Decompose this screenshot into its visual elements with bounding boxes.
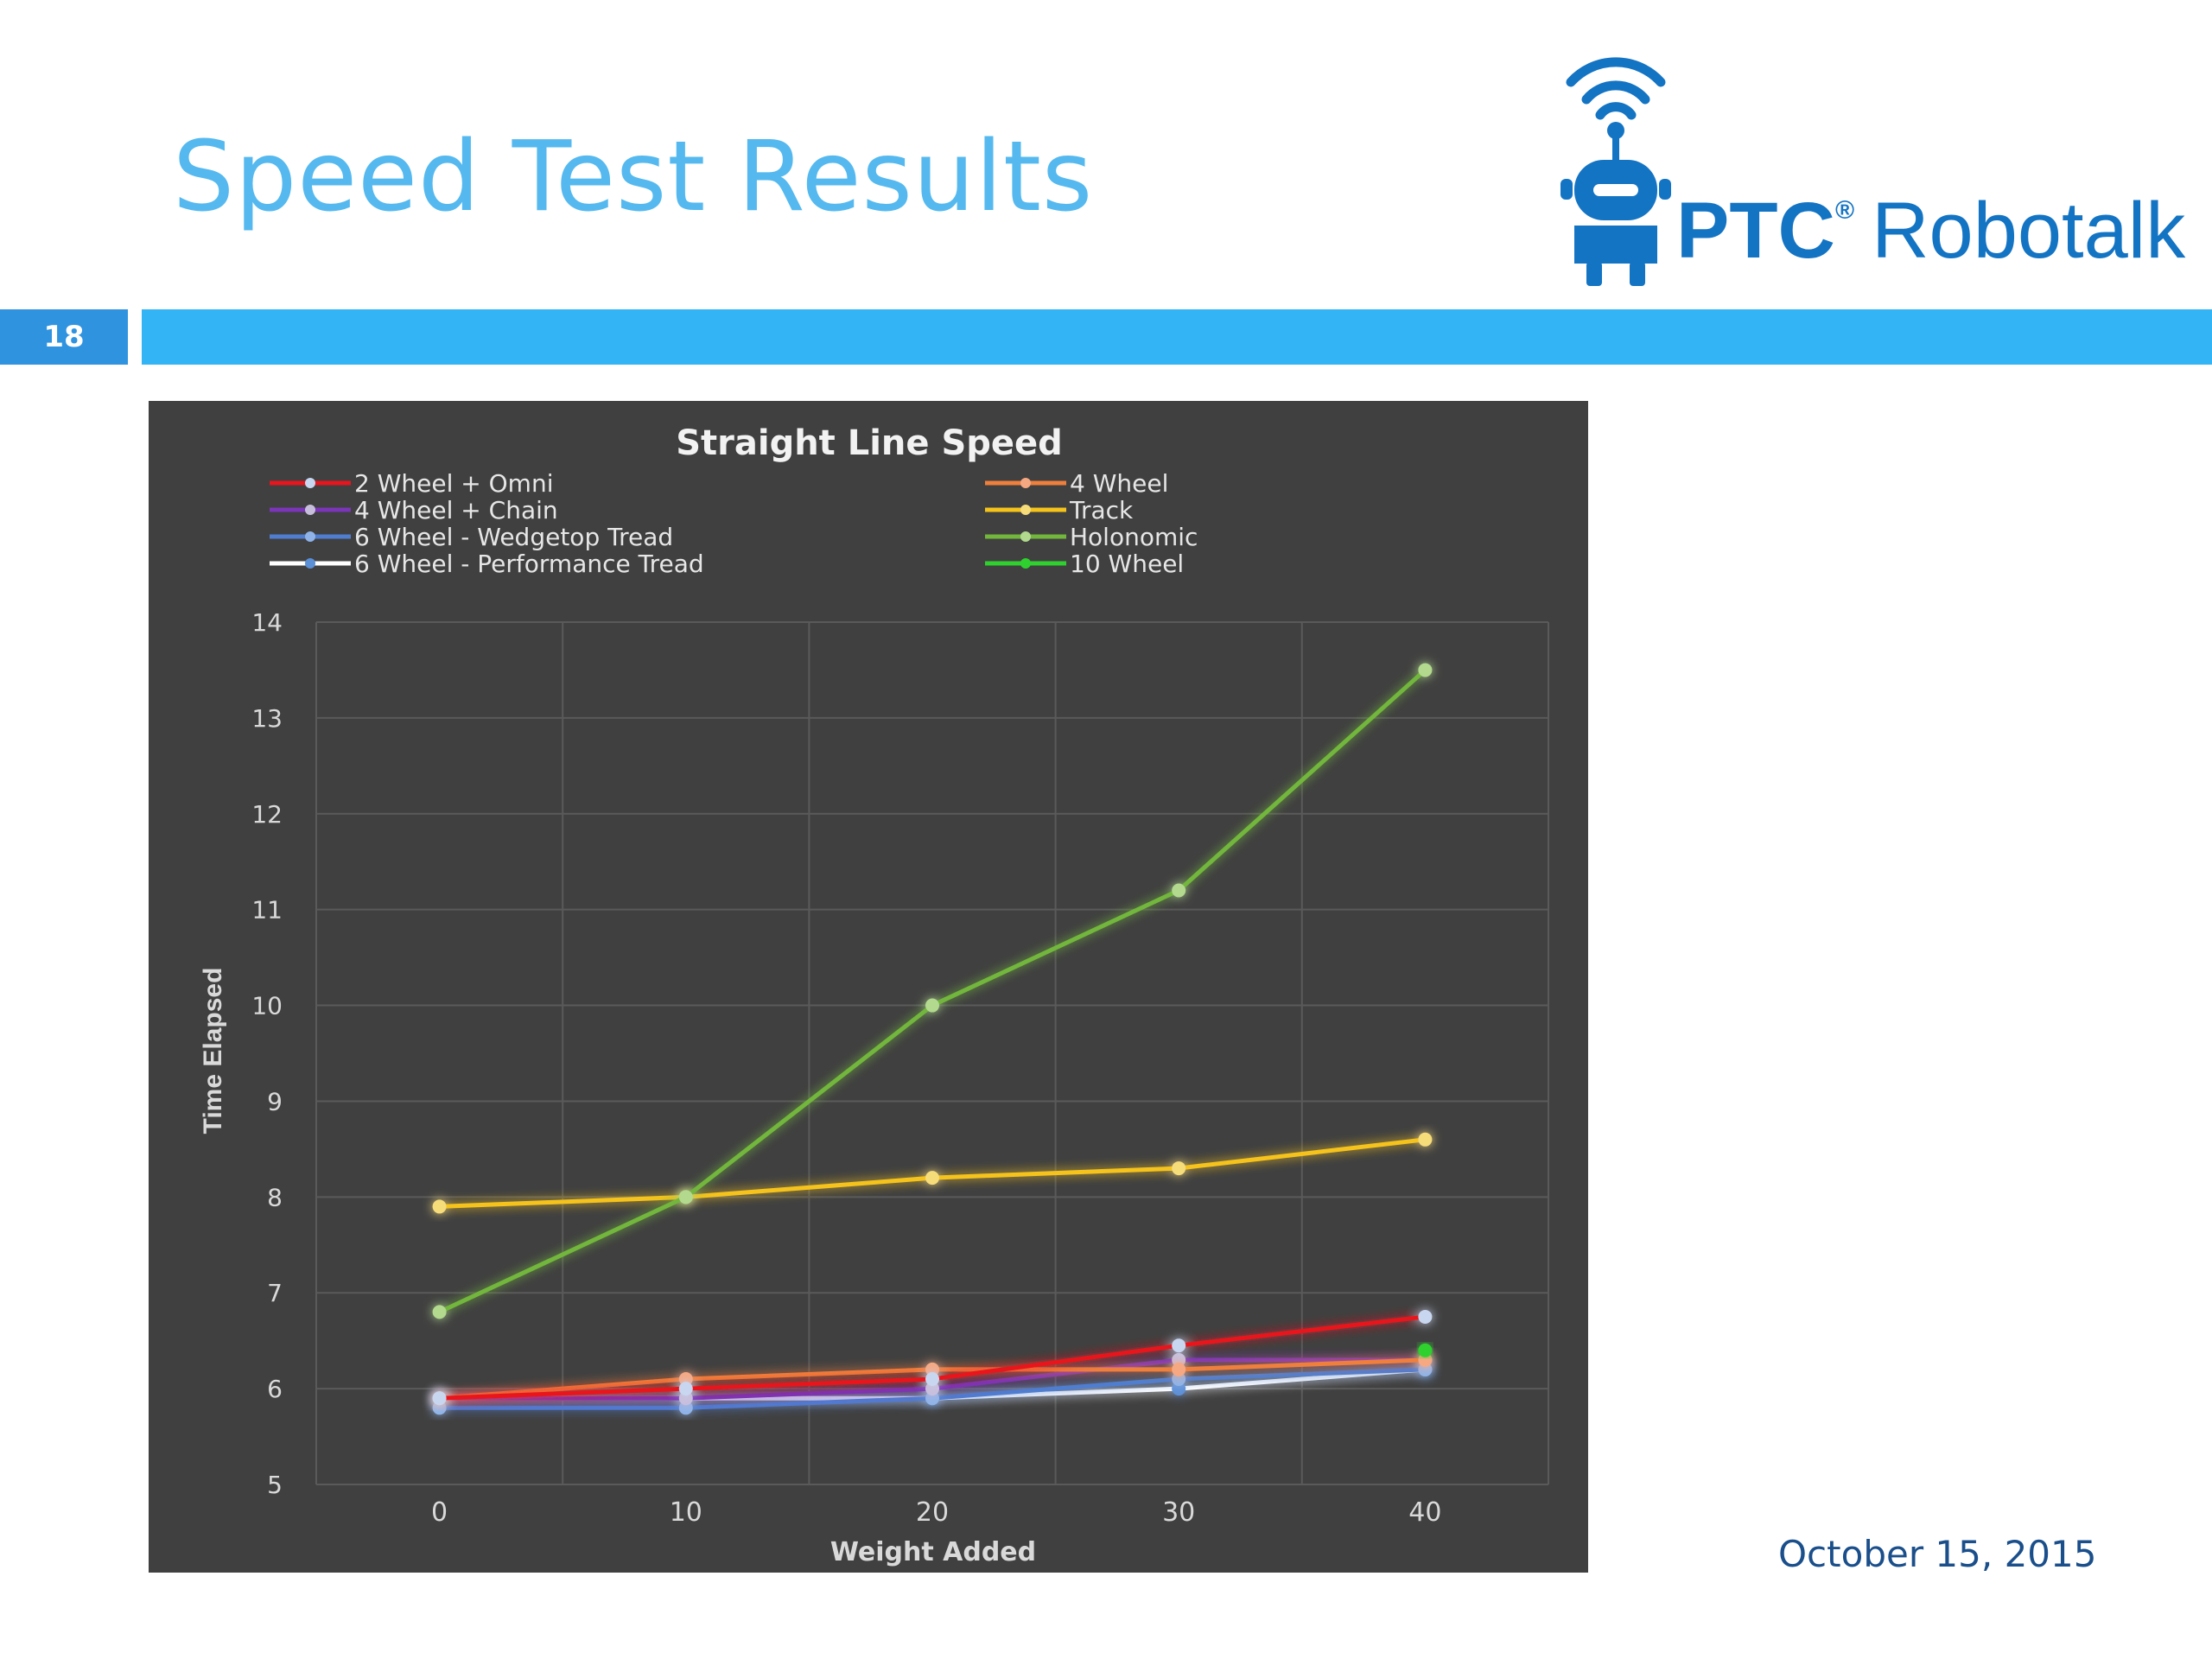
x-tick-label-2: 20 — [916, 1497, 949, 1528]
chart-legend: 2 Wheel + Omni 4 Wheel 4 Wheel + Chain Trac… — [270, 469, 1198, 578]
legend-label-6: 6 Wheel - Performance Tread — [354, 550, 704, 578]
y-axis-label: Time Elapsed — [199, 968, 227, 1135]
y-tick-label-5: 10 — [251, 992, 283, 1020]
data-point-0-0 — [432, 1391, 447, 1406]
y-tick-label-9: 14 — [251, 608, 283, 637]
legend-item-4: 6 Wheel - Wedgetop Tread — [270, 523, 673, 551]
series-3 — [432, 1132, 1433, 1214]
legend-marker-5 — [1020, 531, 1031, 542]
series-4 — [432, 1362, 1433, 1415]
legend-marker-1 — [1020, 478, 1031, 488]
data-point-6-3 — [1172, 1382, 1186, 1396]
x-axis-label: Weight Added — [830, 1537, 1036, 1567]
legend-item-7: 10 Wheel — [985, 550, 1184, 578]
ptc-robotalk-logo: PTC® Robotalk — [1555, 48, 2185, 289]
y-tick-label-3: 8 — [267, 1183, 283, 1211]
data-point-0-2 — [925, 1372, 939, 1387]
data-point-2-3 — [1172, 1352, 1186, 1367]
data-point-2-1 — [678, 1391, 693, 1406]
robot-wifi-icon — [1560, 57, 1671, 286]
data-point-3-3 — [1172, 1161, 1186, 1176]
y-tick-label-7: 12 — [251, 800, 283, 829]
x-tick-label-1: 10 — [670, 1497, 702, 1528]
logo-registered-mark: ® — [1835, 196, 1855, 225]
logo-brand: PTC — [1676, 187, 1835, 275]
logo-wordmark: PTC® Robotalk — [1676, 186, 2185, 276]
x-axis-ticks: 0 10 20 30 40 — [431, 1497, 1441, 1528]
data-point-3-2 — [925, 1171, 939, 1185]
line-chart: Straight Line Speed 2 Wheel + Omni 4 Whee… — [149, 401, 1588, 1573]
legend-item-3: Track — [985, 496, 1134, 524]
data-point-5-2 — [925, 998, 939, 1013]
data-point-2-2 — [925, 1382, 939, 1396]
data-point-4-4 — [1418, 1362, 1433, 1376]
legend-item-1: 4 Wheel — [985, 469, 1168, 498]
data-point-5-0 — [432, 1305, 447, 1319]
header-band — [142, 309, 2212, 365]
legend-marker-0 — [305, 478, 315, 488]
y-tick-label-6: 11 — [251, 896, 283, 925]
chart-series — [432, 663, 1433, 1415]
x-tick-label-4: 40 — [1408, 1497, 1441, 1528]
y-axis-ticks: 5 6 7 8 9 10 11 12 13 14 — [251, 608, 283, 1499]
y-tick-label-2: 7 — [267, 1279, 283, 1307]
chart-grid — [315, 621, 1549, 1485]
logo-product: Robotalk — [1872, 187, 2186, 275]
data-point-1-4 — [1418, 1352, 1433, 1367]
legend-marker-2 — [305, 505, 315, 515]
data-point-1-1 — [678, 1372, 693, 1387]
data-point-1-2 — [925, 1362, 939, 1376]
legend-marker-6 — [305, 558, 315, 569]
data-point-4-0 — [432, 1401, 447, 1415]
y-tick-label-4: 9 — [267, 1087, 283, 1116]
data-point-4-3 — [1172, 1372, 1186, 1387]
legend-label-4: 6 Wheel - Wedgetop Tread — [354, 523, 673, 551]
y-tick-label-1: 6 — [267, 1375, 283, 1403]
data-point-7-4 — [1418, 1343, 1433, 1357]
data-point-0-4 — [1418, 1309, 1433, 1324]
data-point-5-3 — [1172, 883, 1186, 898]
x-tick-label-0: 0 — [431, 1497, 448, 1528]
legend-label-5: Holonomic — [1070, 523, 1198, 551]
legend-label-1: 4 Wheel — [1070, 469, 1168, 498]
series-0 — [432, 1309, 1433, 1406]
legend-label-3: Track — [1069, 496, 1134, 524]
series-7 — [1418, 1343, 1433, 1357]
data-point-1-3 — [1172, 1362, 1186, 1376]
data-point-5-4 — [1418, 663, 1433, 677]
slide-title: Speed Test Results — [173, 121, 1094, 233]
chart-title: Straight Line Speed — [676, 423, 1063, 463]
page-number-badge: 18 — [0, 309, 128, 365]
x-tick-label-3: 30 — [1162, 1497, 1195, 1528]
data-point-4-1 — [678, 1401, 693, 1415]
series-5 — [432, 663, 1433, 1319]
legend-item-6: 6 Wheel - Performance Tread — [270, 550, 704, 578]
legend-marker-7 — [1020, 558, 1031, 569]
data-point-0-3 — [1172, 1338, 1186, 1353]
data-point-0-1 — [678, 1382, 693, 1396]
legend-marker-4 — [305, 531, 315, 542]
data-point-4-2 — [925, 1391, 939, 1406]
legend-label-0: 2 Wheel + Omni — [354, 469, 553, 498]
legend-item-5: Holonomic — [985, 523, 1198, 551]
data-point-5-1 — [678, 1190, 693, 1205]
legend-item-0: 2 Wheel + Omni — [270, 469, 553, 498]
y-tick-label-0: 5 — [267, 1471, 283, 1499]
data-point-3-0 — [432, 1199, 447, 1214]
legend-item-2: 4 Wheel + Chain — [270, 496, 558, 524]
y-tick-label-8: 13 — [251, 704, 283, 733]
data-point-3-4 — [1418, 1132, 1433, 1147]
chart-container: Straight Line Speed 2 Wheel + Omni 4 Whee… — [149, 401, 1588, 1573]
legend-marker-3 — [1020, 505, 1031, 515]
legend-label-7: 10 Wheel — [1070, 550, 1184, 578]
slide-date: October 15, 2015 — [1778, 1533, 2097, 1575]
legend-label-2: 4 Wheel + Chain — [354, 496, 558, 524]
